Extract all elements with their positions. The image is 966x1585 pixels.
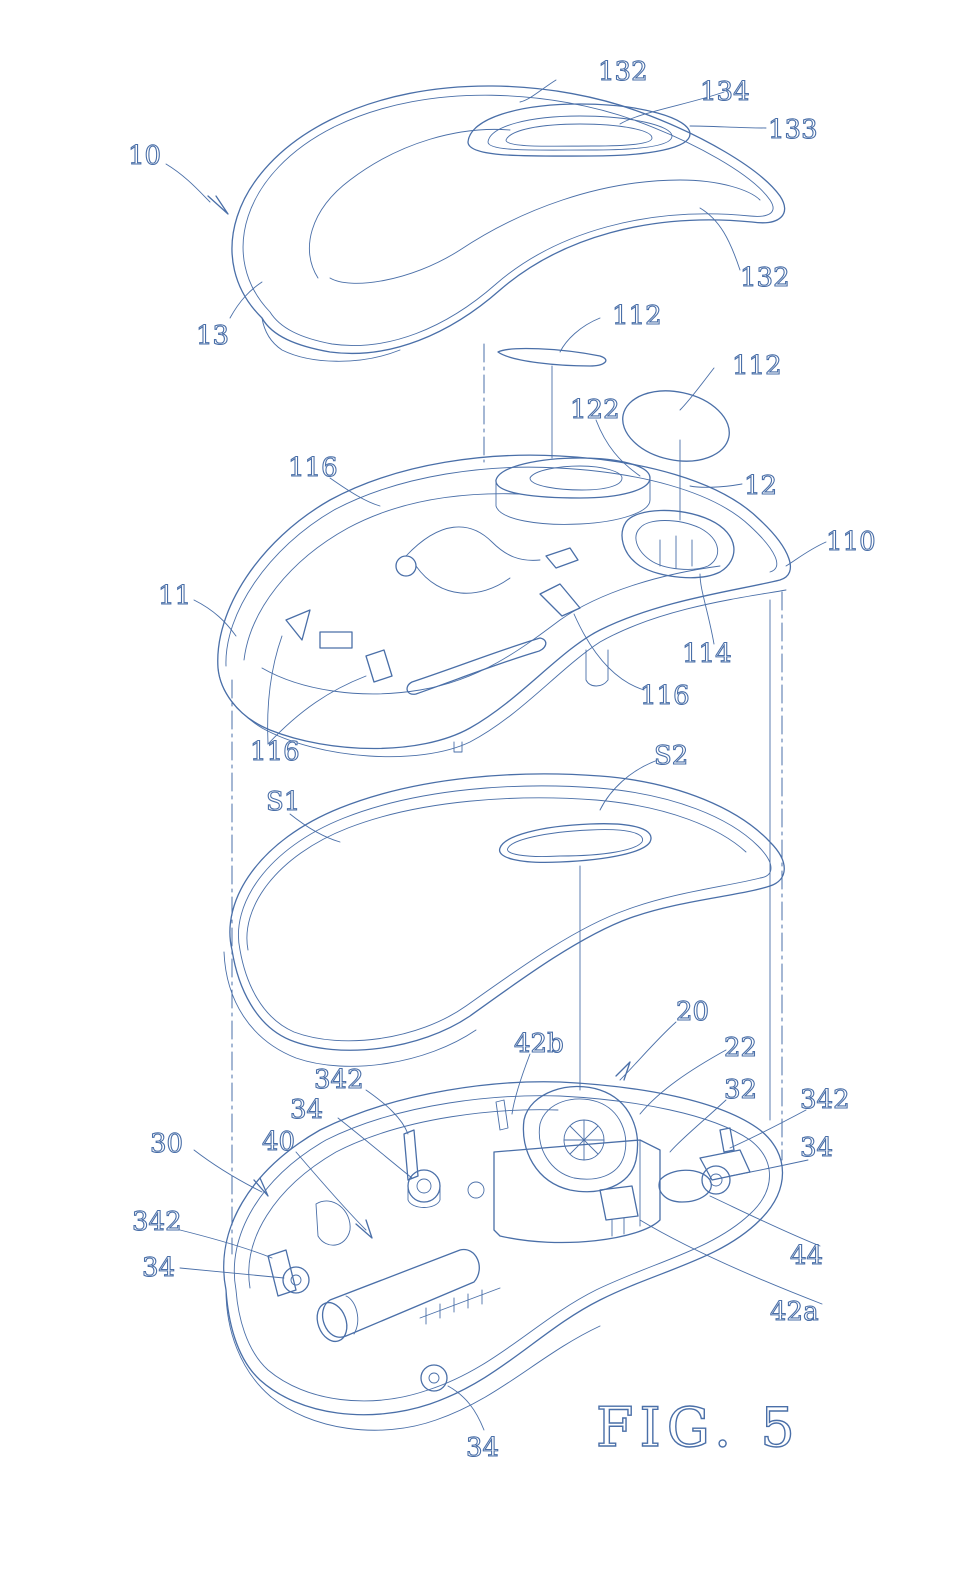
label-110: 110	[826, 527, 876, 557]
label-s2: S2	[654, 741, 688, 771]
label-342-left: 342	[132, 1207, 182, 1237]
button-pads-112	[497, 347, 730, 462]
label-40: 40	[262, 1127, 295, 1157]
label-32: 32	[724, 1075, 757, 1105]
label-116-top: 116	[288, 453, 338, 483]
assembly-lines	[231, 343, 783, 1255]
label-134: 134	[700, 77, 750, 107]
label-s1: S1	[266, 787, 300, 817]
label-132-top: 132	[598, 57, 648, 87]
label-122: 122	[570, 395, 620, 425]
label-112-b: 112	[732, 351, 782, 381]
label-11: 11	[158, 581, 191, 611]
label-34-side: 34	[142, 1253, 175, 1283]
label-22: 22	[724, 1033, 757, 1063]
label-116-right: 116	[640, 681, 690, 711]
label-34-right: 34	[800, 1133, 833, 1163]
label-34-left: 34	[290, 1095, 323, 1125]
top-cover-13	[231, 85, 786, 362]
figure-label: FIG. 5	[596, 1396, 801, 1459]
seal-ring-s2	[499, 823, 652, 864]
label-114: 114	[682, 639, 732, 669]
label-342-right: 342	[800, 1085, 850, 1115]
label-132-right: 132	[740, 263, 790, 293]
label-116-bottom: 116	[250, 737, 300, 767]
label-112-a: 112	[612, 301, 662, 331]
label-13: 13	[196, 321, 229, 351]
label-44: 44	[790, 1241, 823, 1271]
label-12: 12	[744, 471, 777, 501]
seal-ring-s1	[223, 773, 785, 1067]
label-10: 10	[128, 141, 161, 171]
middle-housing-11	[217, 454, 791, 758]
label-30: 30	[150, 1129, 183, 1159]
label-342-top: 342	[314, 1065, 364, 1095]
label-20: 20	[676, 997, 709, 1027]
bottom-base-30	[223, 1081, 783, 1431]
leader-lines	[165, 79, 827, 1431]
label-42a: 42a	[770, 1297, 819, 1327]
reference-labels: 10 13 132 134 133 132 112 112 122 12 116…	[127, 56, 876, 1463]
label-42b: 42b	[514, 1029, 564, 1059]
label-34-bottom: 34	[466, 1433, 499, 1463]
label-133: 133	[768, 115, 818, 145]
